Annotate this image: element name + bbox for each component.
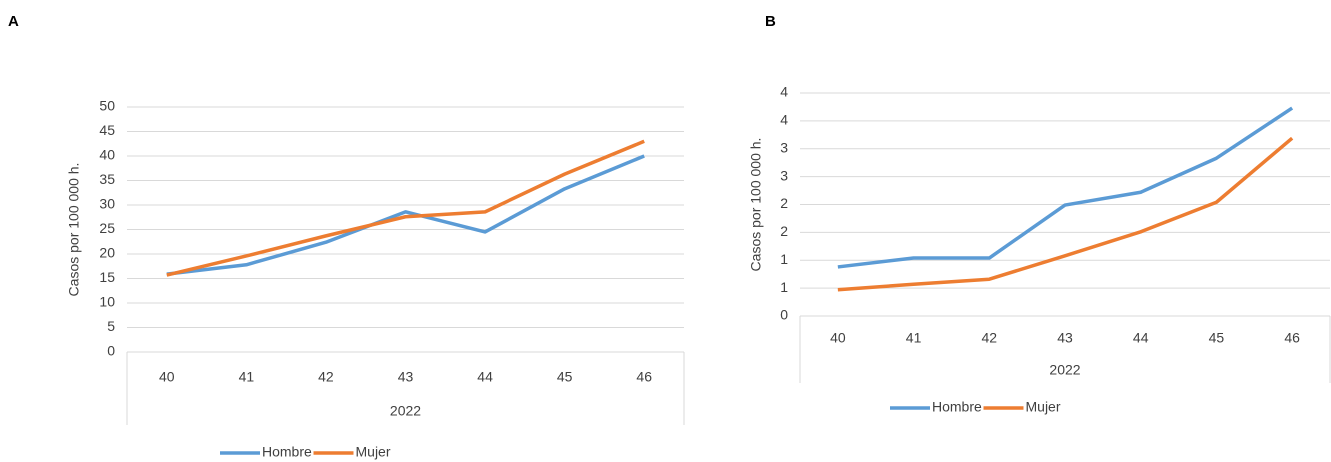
x-tick-label: 43 xyxy=(398,369,414,385)
y-tick-label: 10 xyxy=(99,294,115,310)
y-tick-label: 4 xyxy=(780,84,788,100)
y-tick-label: 20 xyxy=(99,245,115,261)
y-tick-label: 2 xyxy=(780,195,788,211)
x-tick-label: 44 xyxy=(477,369,493,385)
x-tick-label: 41 xyxy=(239,369,255,385)
y-tick-label: 30 xyxy=(99,196,115,212)
x-tick-label: 45 xyxy=(557,369,573,385)
y-tick-label: 25 xyxy=(99,220,115,236)
x-tick-label: 44 xyxy=(1133,330,1149,346)
x-tick-label: 43 xyxy=(1057,330,1073,346)
line-series xyxy=(837,136,1294,292)
x-tick-label: 42 xyxy=(981,330,997,346)
y-tick-label: 1 xyxy=(780,251,788,267)
x-tick-label: 40 xyxy=(830,330,846,346)
legend-label: Hombre xyxy=(262,444,312,460)
y-tick-label: 35 xyxy=(99,171,115,187)
x-group-label: 2022 xyxy=(1049,362,1080,378)
y-tick-label: 0 xyxy=(107,343,115,359)
x-tick-label: 40 xyxy=(159,369,175,385)
y-tick-label: 45 xyxy=(99,122,115,138)
x-group-label: 2022 xyxy=(390,403,421,419)
x-tick-label: 41 xyxy=(906,330,922,346)
y-tick-label: 3 xyxy=(780,139,788,155)
y-tick-label: 4 xyxy=(780,112,788,128)
y-tick-label: 5 xyxy=(107,318,115,334)
y-tick-label: 50 xyxy=(99,98,115,114)
x-tick-label: 46 xyxy=(1284,330,1300,346)
legend-label: Hombre xyxy=(932,399,982,415)
y-tick-label: 15 xyxy=(99,269,115,285)
x-tick-label: 42 xyxy=(318,369,334,385)
y-tick-label: 3 xyxy=(780,167,788,183)
x-tick-label: 46 xyxy=(636,369,652,385)
x-tick-label: 45 xyxy=(1209,330,1225,346)
legend-label: Mujer xyxy=(356,444,391,460)
legend-label: Mujer xyxy=(1026,399,1061,415)
y-tick-label: 2 xyxy=(780,223,788,239)
line-series xyxy=(166,139,645,277)
y-tick-label: 1 xyxy=(780,279,788,295)
line-series xyxy=(166,154,645,276)
panel-label: A xyxy=(8,13,19,30)
y-tick-label: 0 xyxy=(780,307,788,323)
y-axis-label: Casos por 100 000 h. xyxy=(748,138,764,272)
y-axis-label: Casos por 100 000 h. xyxy=(66,163,82,297)
panel-label: B xyxy=(765,13,776,30)
line-series xyxy=(837,106,1294,269)
y-tick-label: 40 xyxy=(99,147,115,163)
